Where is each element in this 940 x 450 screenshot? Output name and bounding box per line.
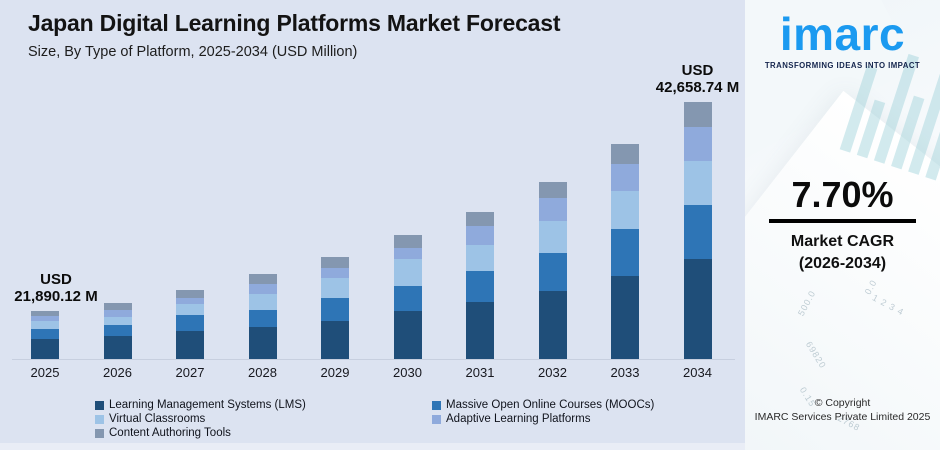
segment-moocs — [321, 298, 349, 321]
segment-lms — [538, 291, 567, 359]
imarc-logo-text: imarc — [779, 8, 906, 60]
chart-region: Japan Digital Learning Platforms Market … — [0, 10, 745, 450]
segment-lms — [611, 276, 639, 359]
segment-lms — [176, 331, 204, 359]
segment-virtual — [31, 321, 59, 329]
segment-lms — [466, 302, 494, 359]
page-title: Japan Digital Learning Platforms Market … — [28, 10, 561, 36]
plot-area: 2025 2026 2027 2028 2029 2030 2031 2032 2033 2034… — [14, 62, 739, 380]
segment-moocs — [683, 205, 712, 259]
segment-content — [248, 274, 277, 284]
segment-virtual — [683, 161, 712, 205]
bar-2032 — [538, 182, 567, 359]
segment-virtual — [248, 294, 277, 310]
bar-2029 — [321, 257, 349, 359]
segment-moocs — [176, 315, 204, 331]
bar-2028 — [248, 274, 277, 359]
x-tick-label: 2034 — [683, 365, 712, 380]
x-tick-label: 2030 — [393, 365, 422, 380]
segment-lms — [31, 339, 59, 359]
cagr-underline — [769, 219, 916, 223]
segment-content — [466, 212, 494, 226]
bar-2031 — [466, 212, 494, 359]
page-subtitle: Size, By Type of Platform, 2025-2034 (US… — [28, 44, 358, 60]
segment-virtual — [176, 304, 204, 315]
copyright-line1: © Copyright — [814, 397, 871, 409]
bottom-strip — [0, 443, 745, 450]
segment-content — [683, 102, 712, 127]
cagr-label-line2: (2026-2034) — [798, 255, 887, 272]
segment-content — [321, 257, 349, 268]
cagr-block: 7.70% Market CAGR (2026-2034) — [745, 176, 940, 275]
x-tick-label: 2033 — [610, 365, 640, 380]
segment-content — [538, 182, 567, 198]
x-tick-label: 2028 — [248, 365, 277, 380]
segment-lms — [393, 311, 422, 359]
sidebar-panel: 500.0 0.0 1 2 3 4 0.15 69820 2768 imarc TRANS… — [745, 0, 940, 450]
copyright-line2: IMARC Services Private Limited 2025 — [754, 411, 931, 423]
segment-virtual — [466, 245, 494, 271]
segment-content — [103, 303, 132, 310]
segment-virtual — [321, 278, 349, 298]
cagr-value: 7.70% — [791, 174, 894, 215]
value-annotation-2034: USD 42,658.74 M — [655, 62, 740, 96]
value-annotation-2025: USD 21,890.12 M — [14, 271, 98, 305]
segment-moocs — [611, 229, 639, 276]
segment-content — [31, 311, 59, 316]
bar-2027 — [176, 290, 204, 359]
cagr-label-line1: Market CAGR — [790, 233, 895, 250]
segment-adaptive — [321, 268, 349, 278]
bar-2030 — [393, 235, 422, 359]
segment-lms — [683, 259, 712, 359]
x-tick-label: 2031 — [465, 365, 495, 380]
segment-adaptive — [393, 248, 422, 259]
segment-moocs — [248, 310, 277, 327]
x-tick-label: 2032 — [538, 365, 567, 380]
segment-lms — [321, 321, 349, 359]
segment-adaptive — [466, 226, 494, 245]
segment-adaptive — [538, 198, 567, 221]
segment-virtual — [103, 317, 132, 325]
segment-virtual — [393, 259, 422, 286]
segment-adaptive — [611, 164, 639, 191]
segment-adaptive — [683, 127, 712, 161]
x-axis-line — [12, 359, 735, 360]
segment-moocs — [538, 253, 567, 291]
x-tick-label: 2026 — [103, 365, 132, 380]
segment-content — [176, 290, 204, 298]
imarc-logo: imarc TRANSFORMING IDEAS INTO IMPACT — [745, 8, 940, 70]
segment-content — [611, 144, 639, 164]
segment-virtual — [611, 191, 639, 229]
segment-virtual — [538, 221, 567, 253]
segment-adaptive — [176, 298, 204, 304]
segment-moocs — [31, 329, 59, 339]
imarc-logo-tagline: TRANSFORMING IDEAS INTO IMPACT — [764, 61, 921, 70]
segment-moocs — [103, 325, 132, 336]
bar-2034 — [683, 102, 712, 359]
copyright: © Copyright IMARC Services Private Limit… — [745, 396, 940, 424]
segment-adaptive — [31, 316, 59, 321]
x-tick-label: 2027 — [175, 365, 205, 380]
segment-moocs — [393, 286, 422, 311]
x-tick-label: 2029 — [320, 365, 350, 380]
segment-moocs — [466, 271, 494, 302]
segment-content — [393, 235, 422, 248]
bar-2026 — [103, 303, 132, 359]
x-tick-label: 2025 — [30, 365, 60, 380]
bar-2033 — [611, 144, 639, 359]
bar-2025 — [31, 311, 59, 359]
segment-lms — [248, 327, 277, 359]
segment-adaptive — [248, 284, 277, 294]
segment-lms — [103, 336, 132, 359]
segment-adaptive — [103, 310, 132, 317]
